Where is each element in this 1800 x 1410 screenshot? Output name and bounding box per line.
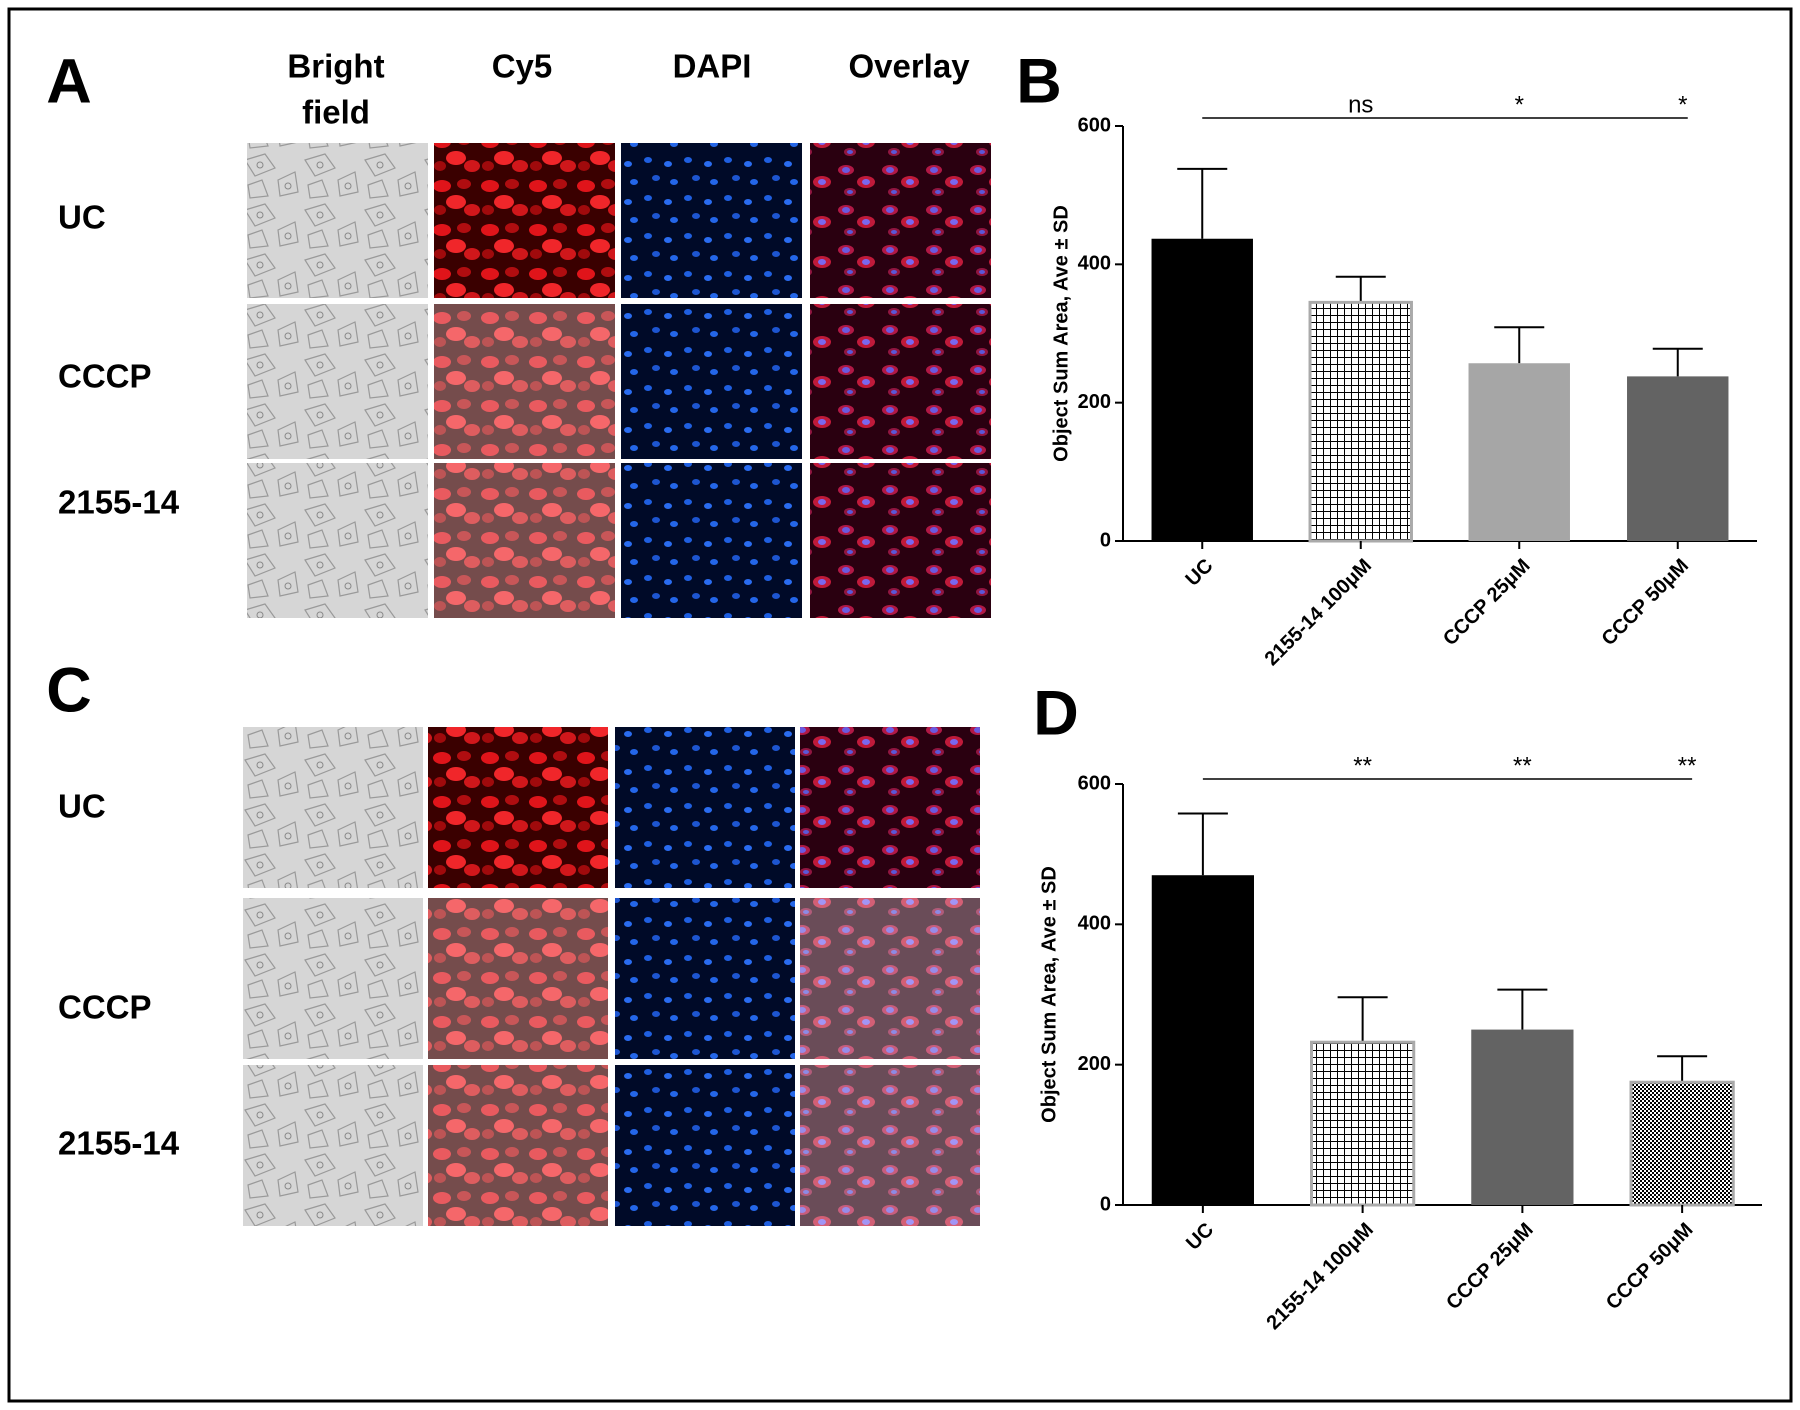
column-header: Bright — [287, 48, 384, 85]
micrograph — [428, 1065, 608, 1226]
row-label: 2155-14 — [58, 1125, 180, 1162]
y-tick-label: 0 — [1100, 529, 1111, 551]
y-axis-label: Object Sum Area, Ave ± SD — [1050, 205, 1072, 462]
micrograph — [800, 1065, 980, 1226]
y-tick-label: 200 — [1078, 1053, 1111, 1075]
row-label: UC — [58, 199, 106, 236]
panel-label: A — [46, 47, 92, 117]
micrograph — [243, 898, 423, 1059]
micrograph — [621, 463, 802, 618]
micrograph — [800, 727, 980, 888]
bar — [1151, 875, 1254, 1205]
bar — [1471, 1029, 1574, 1205]
micrograph — [434, 304, 615, 459]
y-tick-label: 600 — [1078, 114, 1111, 136]
column-header: field — [302, 94, 370, 131]
row-label: CCCP — [58, 989, 152, 1026]
column-header: Overlay — [848, 48, 970, 85]
micrograph — [615, 898, 795, 1059]
significance-label: * — [1678, 91, 1687, 118]
row-label: 2155-14 — [58, 484, 180, 521]
y-tick-label: 200 — [1078, 391, 1111, 413]
panel-label: B — [1016, 47, 1062, 117]
bar — [1310, 1040, 1416, 1207]
micrograph — [810, 304, 991, 459]
bar — [1308, 300, 1413, 543]
micrograph — [615, 727, 795, 888]
micrograph — [247, 463, 428, 618]
panel-label: C — [46, 656, 92, 726]
y-tick-label: 600 — [1078, 772, 1111, 794]
micrograph — [621, 304, 802, 459]
micrograph — [621, 143, 802, 298]
micrograph — [247, 143, 428, 298]
significance-label: * — [1515, 91, 1524, 118]
micrograph — [428, 727, 608, 888]
micrograph — [247, 304, 428, 459]
column-header: DAPI — [673, 48, 752, 85]
panel-label: D — [1033, 679, 1079, 749]
bar — [1627, 376, 1729, 541]
micrograph — [243, 1065, 423, 1226]
micrograph — [810, 463, 991, 618]
micrograph — [800, 898, 980, 1059]
significance-label: ** — [1513, 752, 1532, 779]
micrograph — [434, 463, 615, 618]
significance-label: ** — [1353, 752, 1372, 779]
micrograph — [243, 727, 423, 888]
bar — [1468, 363, 1570, 541]
bar — [1629, 1080, 1735, 1207]
micrograph — [810, 143, 991, 298]
micrograph — [428, 898, 608, 1059]
row-label: UC — [58, 788, 106, 825]
y-axis-label: Object Sum Area, Ave ± SD — [1038, 866, 1060, 1123]
micrograph — [615, 1065, 795, 1226]
y-tick-label: 400 — [1078, 913, 1111, 935]
significance-label: ns — [1348, 91, 1373, 118]
bar — [1151, 238, 1253, 541]
row-label: CCCP — [58, 358, 152, 395]
column-header: Cy5 — [492, 48, 553, 85]
y-tick-label: 400 — [1078, 253, 1111, 275]
y-tick-label: 0 — [1100, 1193, 1111, 1215]
micrograph — [434, 143, 615, 298]
significance-label: ** — [1678, 752, 1697, 779]
